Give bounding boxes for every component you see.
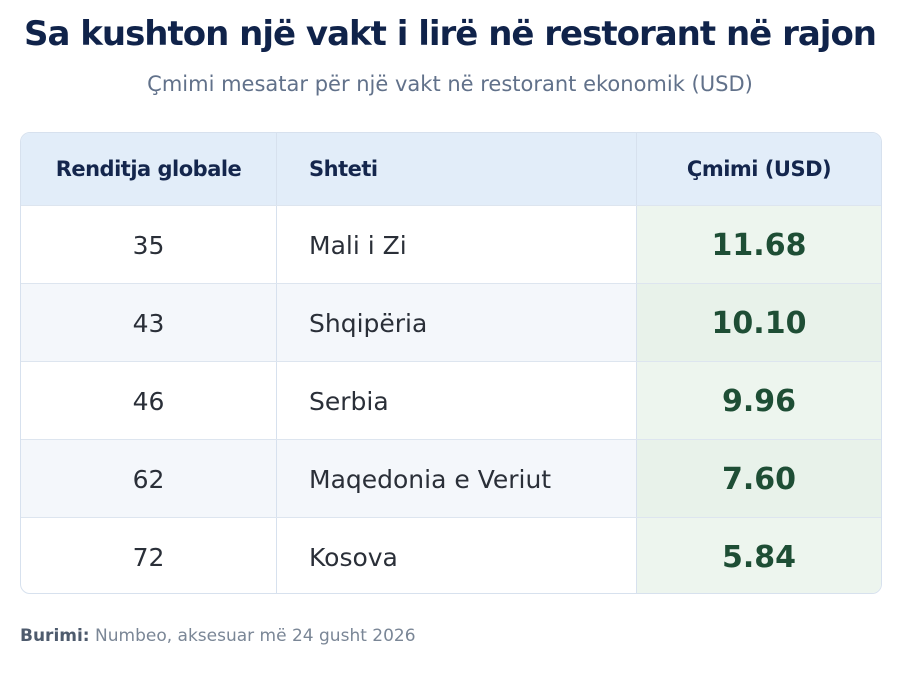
price-cell: 11.68 (637, 206, 881, 284)
table-row: 43 Shqipëria 10.10 (21, 283, 881, 362)
rank-cell: 35 (21, 206, 277, 284)
source-note: Burimi: Numbeo, aksesuar më 24 gusht 202… (20, 626, 416, 646)
column-header-rank: Renditja globale (21, 133, 277, 205)
table-row: 62 Maqedonia e Veriut 7.60 (21, 439, 881, 518)
rank-cell: 46 (21, 362, 277, 440)
country-cell: Maqedonia e Veriut (277, 440, 637, 518)
country-cell: Serbia (277, 362, 637, 440)
price-table: Renditja globale Shteti Çmimi (USD) 35 M… (20, 132, 882, 594)
price-cell: 7.60 (637, 440, 881, 518)
source-label: Burimi: (20, 626, 90, 646)
rank-cell: 72 (21, 518, 277, 593)
table-header-row: Renditja globale Shteti Çmimi (USD) (21, 133, 881, 206)
table-row: 46 Serbia 9.96 (21, 361, 881, 440)
rank-cell: 43 (21, 284, 277, 362)
country-cell: Shqipëria (277, 284, 637, 362)
source-text: Numbeo, aksesuar më 24 gusht 2026 (95, 626, 416, 646)
column-header-country: Shteti (277, 133, 637, 205)
price-cell: 10.10 (637, 284, 881, 362)
country-cell: Mali i Zi (277, 206, 637, 284)
price-cell: 5.84 (637, 518, 881, 593)
price-cell: 9.96 (637, 362, 881, 440)
rank-cell: 62 (21, 440, 277, 518)
page-subtitle: Çmimi mesatar për një vakt në restorant … (147, 72, 753, 96)
table-row: 72 Kosova 5.84 (21, 517, 881, 593)
column-header-price: Çmimi (USD) (686, 157, 832, 181)
table-row: 35 Mali i Zi 11.68 (21, 205, 881, 284)
country-cell: Kosova (277, 518, 637, 593)
page-title: Sa kushton një vakt i lirë në restorant … (23, 14, 877, 54)
